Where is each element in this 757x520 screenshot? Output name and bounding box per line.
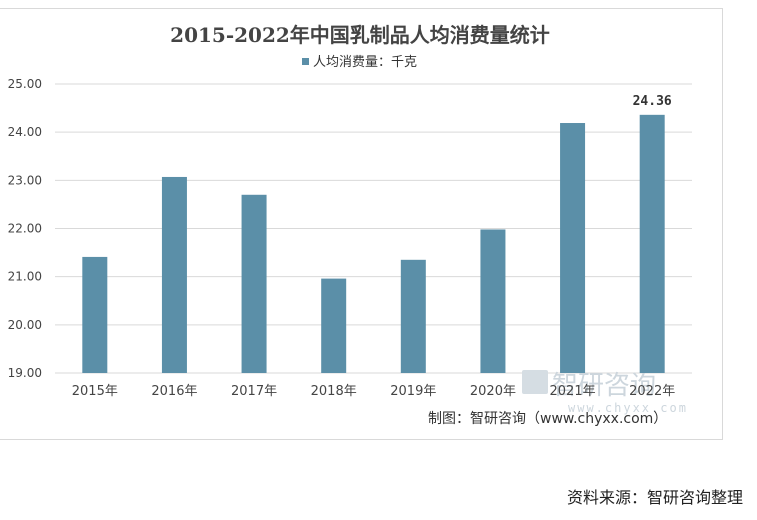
watermark-logo-icon	[522, 370, 548, 394]
chart-credit: 制图：智研咨询（www.chyxx.com）	[428, 411, 667, 427]
data-label: 24.36	[633, 94, 672, 109]
watermark-url: www.chyxx.com	[568, 401, 688, 415]
bar-2015年	[82, 256, 108, 373]
bar-2018年	[321, 278, 347, 373]
gridlines	[55, 83, 692, 374]
x-axis-ticks: 2015年 2016年 2017年 2018年 2019年 2020年 2021年 2022年	[72, 384, 675, 399]
bar-2022年	[639, 114, 665, 374]
data-labels: 24.36	[633, 94, 672, 109]
watermark: 智研咨询 www.chyxx.com	[522, 370, 688, 415]
y-axis-ticks: 19.00 20.00 21.00 22.00 23.00 24.00 25.00	[8, 77, 42, 380]
bar-chart: 2015-2022年中国乳制品人均消费量统计 人均消费量：千克 智研咨询 www…	[8, 23, 692, 427]
legend: 人均消费量：千克	[302, 55, 417, 70]
y-tick-label: 20.00	[8, 318, 42, 332]
bar-2019年	[400, 259, 426, 373]
chart-frame: 2015-2022年中国乳制品人均消费量统计 人均消费量：千克 智研咨询 www…	[0, 8, 723, 440]
y-tick-label: 23.00	[8, 173, 42, 187]
x-tick-label: 2018年	[311, 384, 357, 399]
x-tick-label: 2017年	[231, 384, 277, 399]
source-note: 资料来源：智研咨询整理	[566, 488, 743, 507]
y-tick-label: 24.00	[8, 125, 42, 139]
y-tick-label: 22.00	[8, 222, 42, 236]
x-tick-label: 2020年	[470, 384, 516, 399]
x-tick-label: 2021年	[550, 384, 596, 399]
x-tick-label: 2022年	[629, 384, 675, 399]
y-tick-label: 25.00	[8, 77, 42, 91]
bar-2017年	[241, 194, 267, 373]
x-tick-label: 2019年	[390, 384, 436, 399]
x-tick-label: 2016年	[151, 384, 197, 399]
bar-2020年	[480, 229, 506, 373]
legend-label: 人均消费量：千克	[313, 55, 417, 70]
x-tick-label: 2015年	[72, 384, 118, 399]
chart-title: 2015-2022年中国乳制品人均消费量统计	[170, 23, 550, 47]
y-tick-label: 21.00	[8, 270, 42, 284]
bar-2021年	[560, 123, 586, 373]
bar-2016年	[161, 176, 187, 373]
bars	[82, 114, 665, 374]
watermark-name: 智研咨询	[552, 371, 656, 401]
legend-swatch	[302, 58, 309, 65]
y-tick-label: 19.00	[8, 366, 42, 380]
